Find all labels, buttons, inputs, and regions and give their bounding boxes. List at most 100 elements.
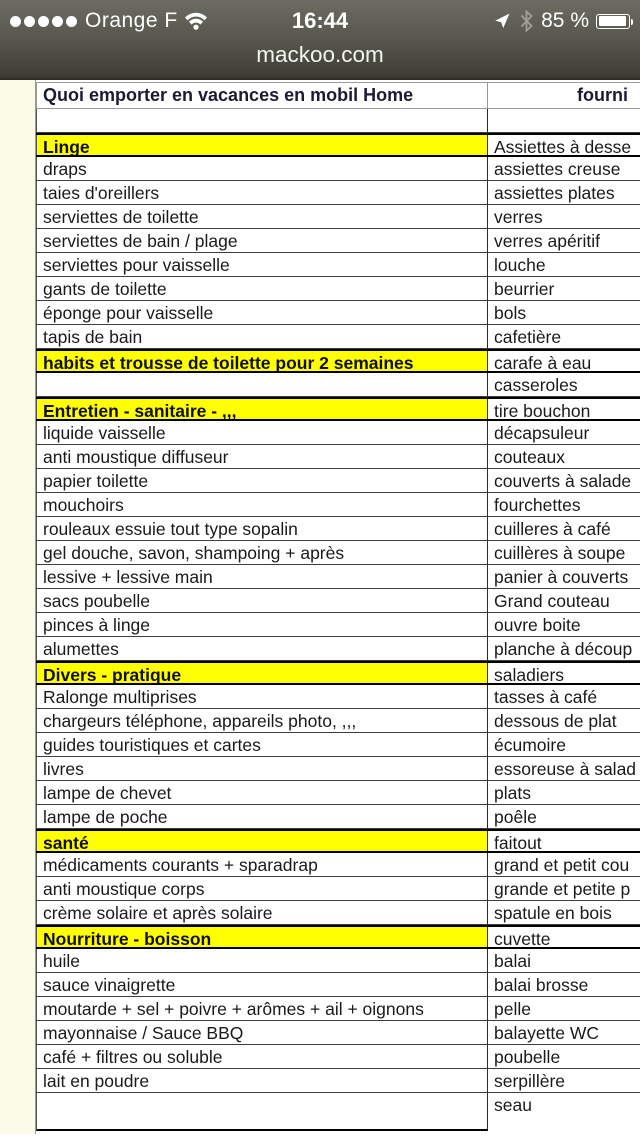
wifi-icon [184,12,208,30]
item-cell: gants de toilette [36,277,488,300]
site-title: mackoo.com [256,42,384,67]
provided-cell: spatule en bois [494,903,612,923]
section-row: Divers - pratique saladiers [36,661,640,685]
table-row: lampe de poche poêle [36,805,640,829]
table-row: sauce vinaigrette balai brosse [36,973,640,997]
table-row: serviettes de bain / plage verres apériti… [36,229,640,253]
item-cell: alumettes [36,637,488,660]
provided-cell: saladiers [494,665,565,683]
provided-cell: couverts à salade [494,471,632,491]
provided-cell: planche à découp [494,639,633,659]
provided-cell: plats [494,783,531,803]
table-row: sacs poubelle Grand couteau [36,589,640,613]
url-bar[interactable]: mackoo.com [0,34,640,76]
provided-cell: grande et petite p [494,879,631,899]
provided-cell: panier à couverts [494,567,629,587]
bluetooth-icon [519,10,534,32]
item-cell: crème solaire et après solaire [36,901,488,924]
item-cell: liquide vaisselle [36,421,488,444]
item-cell: moutarde + sel + poivre + arômes + ail +… [36,997,488,1020]
item-cell: serviettes pour vaisselle [36,253,488,276]
table-row: éponge pour vaisselle bols [36,301,640,325]
provided-cell: balayette WC [494,1023,600,1043]
provided-cell: dessous de plat [494,711,617,731]
item-cell: chargeurs téléphone, appareils photo, ,,… [36,709,488,732]
table-row: huile balai [36,949,640,973]
battery-percent-label: 85 % [541,9,589,32]
table-row: anti moustique diffuseur couteaux [36,445,640,469]
table-row: livres essoreuse à salad [36,757,640,781]
provided-cell: serpillère [494,1071,565,1091]
provided-cell: Grand couteau [494,591,610,611]
provided-cell: pelle [494,999,531,1019]
table-row: casseroles [36,373,640,397]
table-row: taies d'oreillers assiettes plates [36,181,640,205]
table-row: alumettes planche à découp [36,637,640,661]
provided-cell: ouvre boite [494,615,581,635]
item-cell: lessive + lessive main [36,565,488,588]
provided-cell: écumoire [494,735,566,755]
table-row: rouleaux essuie tout type sopalin cuiller… [36,517,640,541]
provided-cell: cafetière [494,327,562,347]
table-row: pinces à linge ouvre boite [36,613,640,637]
item-cell: Ralonge multiprises [36,685,488,708]
location-arrow-icon [492,11,512,31]
section-title-cell: Linge [36,135,488,155]
item-cell: tapis de bain [36,325,488,348]
table-row: gants de toilette beurrier [36,277,640,301]
status-bar: Orange F 16:44 [0,0,640,34]
item-cell: rouleaux essuie tout type sopalin [36,517,488,540]
provided-cell: Assiettes à desse [494,137,632,155]
item-cell: taies d'oreillers [36,181,488,204]
item-cell: guides touristiques et cartes [36,733,488,756]
provided-cell: couteaux [494,447,566,467]
table-row: anti moustique corps grande et petite p [36,877,640,901]
item-cell: mayonnaise / Sauce BBQ [36,1021,488,1044]
table-header-row: Quoi emporter en vacances en mobil Home … [36,82,640,109]
section-row: Linge Assiettes à desse [36,133,640,157]
provided-cell: assiettes plates [494,183,615,203]
provided-cell: grand et petit cou [494,855,630,875]
table-row: serviettes pour vaisselle louche [36,253,640,277]
item-cell [36,109,488,132]
section-row: santé faitout [36,829,640,853]
section-title-cell: Divers - pratique [36,663,488,683]
section-row: Nourriture - boisson cuvette [36,925,640,949]
section-title-cell: santé [36,831,488,851]
table-row: serviettes de toilette verres [36,205,640,229]
item-cell: médicaments courants + sparadrap [36,853,488,876]
provided-cell: cuillères à soupe [494,543,626,563]
table-row: guides touristiques et cartes écumoire [36,733,640,757]
section-title-cell: Entretien - sanitaire - ,,, [36,399,488,419]
item-cell: huile [36,949,488,972]
table-row: moutarde + sel + poivre + arômes + ail +… [36,997,640,1021]
item-cell: sauce vinaigrette [36,973,488,996]
top-bar: Orange F 16:44 [0,0,640,80]
table-row: Ralonge multiprises tasses à café [36,685,640,709]
signal-strength-icon [10,15,77,27]
carrier-label: Orange F [85,9,178,32]
checklist-table: Quoi emporter en vacances en mobil Home … [36,80,640,1134]
item-cell: anti moustique diffuseur [36,445,488,468]
provided-cell: poêle [494,807,537,827]
provided-cell: verres apéritif [494,231,601,251]
item-cell: livres [36,757,488,780]
item-cell: serviettes de bain / plage [36,229,488,252]
provided-cell: décapsuleur [494,423,590,443]
table-row: lampe de chevet plats [36,781,640,805]
item-cell: anti moustique corps [36,877,488,900]
table-row: café + filtres ou soluble poubelle [36,1045,640,1069]
table-row: seau [36,1093,640,1131]
provided-cell: tasses à café [494,687,598,707]
provided-cell: faitout [494,833,542,851]
table-row: draps assiettes creuse [36,157,640,181]
provided-cell: louche [494,255,546,275]
table-row [36,109,640,133]
table-body: Linge Assiettes à desse draps assiettes cre… [36,109,640,1131]
header-provided-label: fourni [577,85,628,105]
item-cell [36,1093,488,1131]
item-cell: gel douche, savon, shampoing + après [36,541,488,564]
item-cell: mouchoirs [36,493,488,516]
section-title-cell: Nourriture - boisson [36,927,488,947]
